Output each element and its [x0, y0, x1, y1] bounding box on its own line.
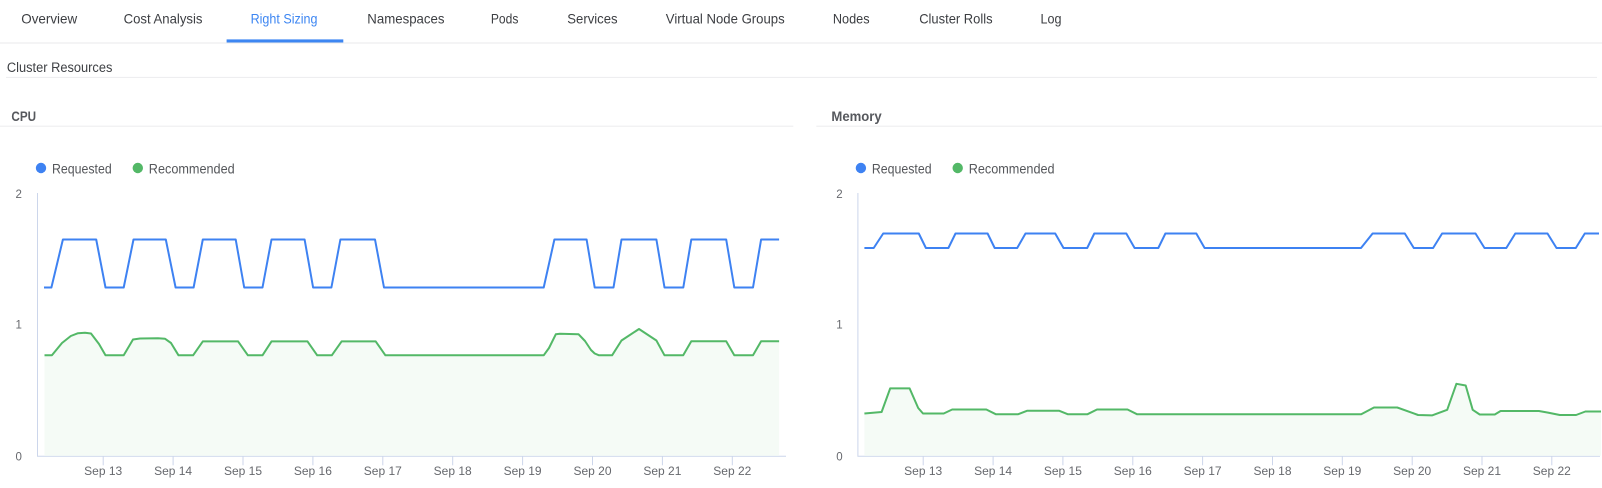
svg-text:Recommended: Recommended	[969, 160, 1055, 176]
svg-text:Sep 19: Sep 19	[1323, 464, 1361, 478]
svg-text:Sep 15: Sep 15	[224, 464, 262, 478]
svg-text:2: 2	[15, 189, 21, 201]
svg-text:Sep 21: Sep 21	[643, 464, 681, 478]
svg-text:Requested: Requested	[872, 160, 932, 176]
svg-text:Sep 13: Sep 13	[904, 464, 942, 478]
svg-text:0: 0	[15, 451, 21, 463]
svg-text:0: 0	[836, 451, 842, 463]
svg-text:Sep 20: Sep 20	[1393, 464, 1431, 478]
svg-text:Cluster Rolls: Cluster Rolls	[919, 10, 992, 26]
svg-text:Sep 19: Sep 19	[504, 464, 542, 478]
svg-text:Pods: Pods	[491, 10, 519, 26]
svg-text:Sep 15: Sep 15	[1044, 464, 1082, 478]
svg-text:Sep 13: Sep 13	[84, 464, 122, 478]
svg-text:Overview: Overview	[21, 10, 78, 26]
svg-text:Memory: Memory	[831, 109, 882, 124]
svg-text:Cost Analysis: Cost Analysis	[124, 10, 203, 26]
svg-text:Nodes: Nodes	[833, 10, 870, 26]
svg-text:2: 2	[836, 189, 842, 201]
svg-text:1: 1	[836, 319, 842, 331]
svg-text:Sep 17: Sep 17	[364, 464, 402, 478]
svg-text:Sep 20: Sep 20	[573, 464, 611, 478]
svg-text:Sep 22: Sep 22	[1533, 464, 1571, 478]
svg-text:Sep 18: Sep 18	[1253, 464, 1291, 478]
svg-text:Log: Log	[1041, 10, 1062, 26]
svg-text:1: 1	[15, 319, 21, 331]
svg-text:Sep 16: Sep 16	[294, 464, 332, 478]
svg-text:Sep 17: Sep 17	[1184, 464, 1222, 478]
svg-text:Right Sizing: Right Sizing	[251, 10, 318, 26]
svg-text:CPU: CPU	[11, 109, 36, 124]
svg-text:Sep 16: Sep 16	[1114, 464, 1152, 478]
svg-text:Cluster Resources: Cluster Resources	[7, 60, 113, 75]
svg-text:Sep 14: Sep 14	[154, 464, 192, 478]
svg-text:Sep 18: Sep 18	[434, 464, 472, 478]
svg-text:Sep 14: Sep 14	[974, 464, 1012, 478]
svg-text:Requested: Requested	[52, 160, 112, 176]
svg-text:Sep 22: Sep 22	[713, 464, 751, 478]
svg-text:Sep 21: Sep 21	[1463, 464, 1501, 478]
svg-text:Recommended: Recommended	[149, 160, 235, 176]
svg-text:Namespaces: Namespaces	[367, 10, 444, 26]
svg-text:Virtual Node Groups: Virtual Node Groups	[666, 10, 785, 26]
svg-text:Services: Services	[567, 10, 617, 26]
